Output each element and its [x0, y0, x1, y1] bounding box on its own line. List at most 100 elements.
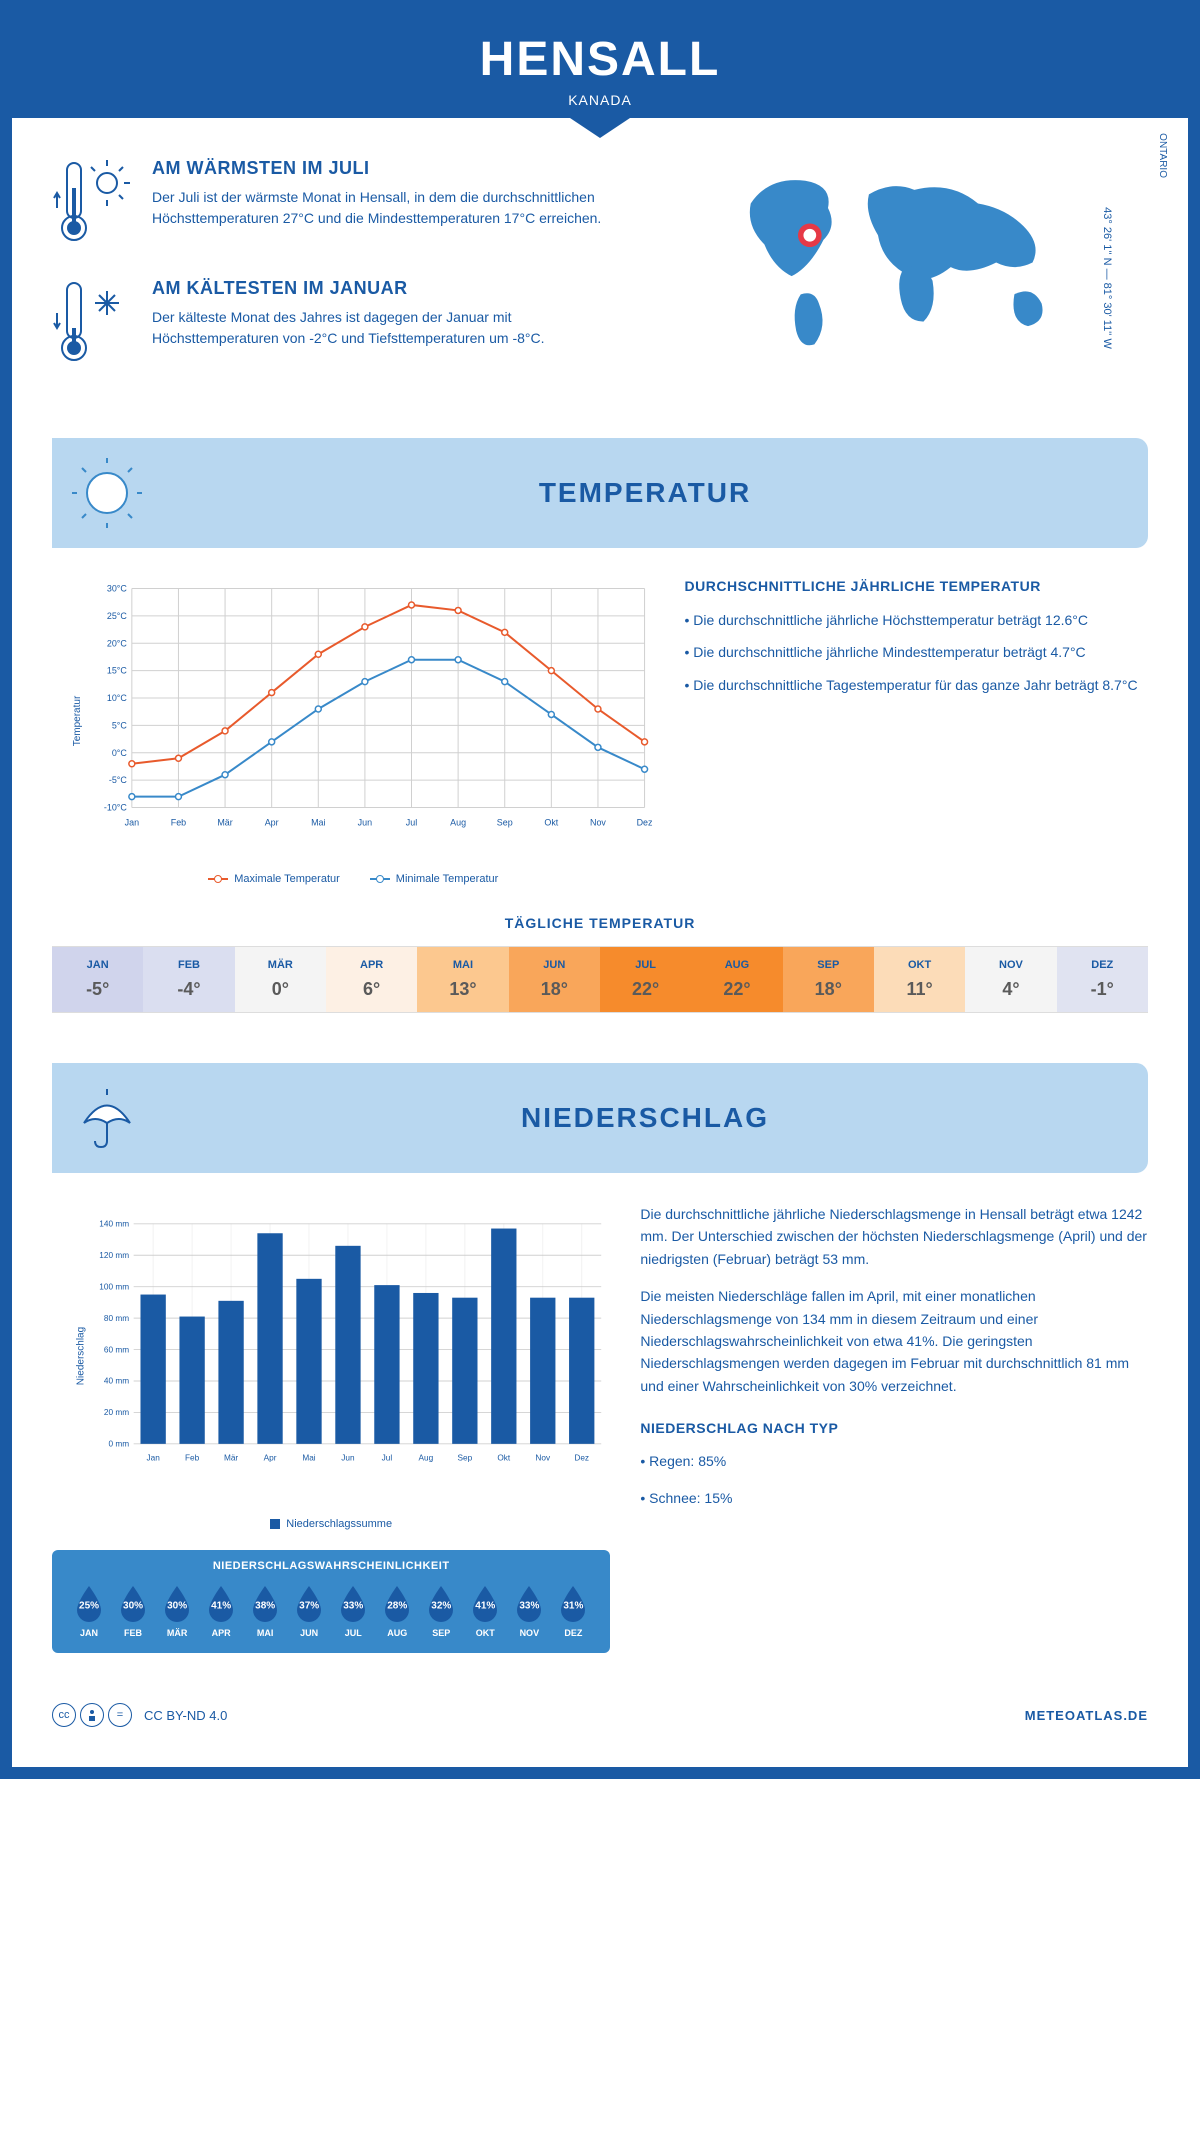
fact-cold-text: Der kälteste Monat des Jahres ist dagege…: [152, 307, 633, 349]
svg-text:140 mm: 140 mm: [99, 1220, 129, 1229]
svg-text:Mär: Mär: [224, 1453, 238, 1462]
svg-text:Jul: Jul: [406, 817, 417, 827]
precip-type-1: • Regen: 85%: [640, 1450, 1148, 1472]
city-title: HENSALL: [12, 32, 1188, 87]
nd-icon: =: [108, 1703, 132, 1727]
legend-max: .lswatch[style*="e85a2c"]::after{border-…: [208, 873, 340, 885]
precip-type-heading: NIEDERSCHLAG NACH TYP: [640, 1417, 1148, 1439]
country-subtitle: KANADA: [12, 92, 1188, 108]
svg-text:Jan: Jan: [146, 1453, 160, 1462]
svg-text:Okt: Okt: [544, 817, 558, 827]
svg-text:Apr: Apr: [265, 817, 279, 827]
fact-coldest: AM KÄLTESTEN IM JANUAR Der kälteste Mona…: [52, 278, 633, 368]
footer: cc = CC BY-ND 4.0 METEOATLAS.DE: [52, 1703, 1148, 1727]
umbrella-icon: [72, 1083, 142, 1153]
temp-chart: Temperatur -10°C-5°C0°C5°C10°C15°C20°C25…: [52, 578, 655, 885]
drop-icon: 33%: [513, 1584, 545, 1624]
drop-icon: 41%: [205, 1584, 237, 1624]
prob-cell: 30%FEB: [111, 1584, 155, 1638]
section-title: TEMPERATUR: [162, 477, 1128, 509]
svg-text:Jul: Jul: [382, 1453, 393, 1462]
svg-text:20°C: 20°C: [107, 638, 128, 648]
svg-text:Okt: Okt: [497, 1453, 511, 1462]
temp-info: DURCHSCHNITTLICHE JÄHRLICHE TEMPERATUR •…: [685, 578, 1148, 885]
svg-text:Mär: Mär: [217, 817, 232, 827]
daily-cell: OKT11°: [874, 947, 965, 1012]
svg-text:5°C: 5°C: [112, 720, 128, 730]
section-header-temp: TEMPERATUR: [52, 438, 1148, 548]
fact-warm-title: AM WÄRMSTEN IM JULI: [152, 158, 633, 179]
svg-text:Apr: Apr: [264, 1453, 277, 1462]
precip-ylabel: Niederschlag: [76, 1326, 87, 1384]
legend-precip: Niederschlagssumme: [270, 1518, 392, 1530]
svg-text:10°C: 10°C: [107, 693, 128, 703]
svg-text:120 mm: 120 mm: [99, 1251, 129, 1260]
drop-icon: 31%: [557, 1584, 589, 1624]
daily-cell: JUN18°: [509, 947, 600, 1012]
daily-cell: APR6°: [326, 947, 417, 1012]
prob-cell: 28%AUG: [375, 1584, 419, 1638]
probability-box: NIEDERSCHLAGSWAHRSCHEINLICHKEIT 25%JAN30…: [52, 1550, 610, 1653]
cc-icon: cc: [52, 1703, 76, 1727]
svg-text:Jan: Jan: [125, 817, 139, 827]
legend-min: .lswatch[style*="3889c9"]::after{border-…: [370, 873, 499, 885]
drop-icon: 38%: [249, 1584, 281, 1624]
intro-facts: AM WÄRMSTEN IM JULI Der Juli ist der wär…: [52, 158, 633, 398]
thermometer-cold-icon: [52, 278, 132, 368]
svg-text:80 mm: 80 mm: [104, 1314, 129, 1323]
svg-text:Nov: Nov: [590, 817, 606, 827]
drop-icon: 37%: [293, 1584, 325, 1624]
cc-license: cc = CC BY-ND 4.0: [52, 1703, 227, 1727]
svg-text:Dez: Dez: [637, 817, 653, 827]
svg-text:0°C: 0°C: [112, 748, 128, 758]
svg-text:Aug: Aug: [450, 817, 466, 827]
section-header-precip: NIEDERSCHLAG: [52, 1063, 1148, 1173]
by-icon: [80, 1703, 104, 1727]
svg-text:Sep: Sep: [497, 817, 513, 827]
daily-cell: AUG22°: [691, 947, 782, 1012]
drop-icon: 30%: [161, 1584, 193, 1624]
license-text: CC BY-ND 4.0: [144, 1708, 227, 1723]
drop-icon: 33%: [337, 1584, 369, 1624]
drop-icon: 30%: [117, 1584, 149, 1624]
daily-cell: JUL22°: [600, 947, 691, 1012]
svg-text:60 mm: 60 mm: [104, 1345, 129, 1354]
precip-p2: Die meisten Niederschläge fallen im Apri…: [640, 1285, 1148, 1397]
svg-text:Nov: Nov: [535, 1453, 551, 1462]
svg-text:40 mm: 40 mm: [104, 1377, 129, 1386]
svg-text:Jun: Jun: [358, 817, 372, 827]
daily-temp-table: JAN-5°FEB-4°MÄR0°APR6°MAI13°JUN18°JUL22°…: [52, 946, 1148, 1013]
map-container: ONTARIO 43° 26' 1'' N — 81° 30' 11'' W: [663, 158, 1148, 398]
intro-section: AM WÄRMSTEN IM JULI Der Juli ist der wär…: [52, 158, 1148, 398]
svg-text:Dez: Dez: [574, 1453, 589, 1462]
daily-cell: SEP18°: [783, 947, 874, 1012]
daily-cell: MAI13°: [417, 947, 508, 1012]
temp-bullet-1: • Die durchschnittliche jährliche Höchst…: [685, 609, 1148, 631]
svg-text:Mai: Mai: [302, 1453, 315, 1462]
prob-cell: 25%JAN: [67, 1584, 111, 1638]
prob-cell: 41%OKT: [463, 1584, 507, 1638]
fact-warmest: AM WÄRMSTEN IM JULI Der Juli ist der wär…: [52, 158, 633, 248]
drop-icon: 28%: [381, 1584, 413, 1624]
svg-text:20 mm: 20 mm: [104, 1408, 129, 1417]
thermometer-hot-icon: [52, 158, 132, 248]
prob-cell: 41%APR: [199, 1584, 243, 1638]
region-label: ONTARIO: [1157, 133, 1168, 178]
svg-text:0 mm: 0 mm: [108, 1440, 129, 1449]
svg-text:-10°C: -10°C: [104, 803, 128, 813]
prob-title: NIEDERSCHLAGSWAHRSCHEINLICHKEIT: [67, 1560, 595, 1572]
brand: METEOATLAS.DE: [1025, 1708, 1148, 1723]
daily-cell: DEZ-1°: [1057, 947, 1148, 1012]
daily-cell: FEB-4°: [143, 947, 234, 1012]
precip-legend: Niederschlagssumme: [52, 1518, 610, 1530]
temp-info-heading: DURCHSCHNITTLICHE JÄHRLICHE TEMPERATUR: [685, 578, 1148, 594]
page: HENSALL KANADA AM WÄRMSTEN IM JULI Der J…: [0, 0, 1200, 1779]
svg-text:25°C: 25°C: [107, 611, 128, 621]
temp-ylabel: Temperatur: [72, 695, 83, 746]
prob-cell: 30%MÄR: [155, 1584, 199, 1638]
svg-text:100 mm: 100 mm: [99, 1282, 129, 1291]
svg-text:Mai: Mai: [311, 817, 325, 827]
drop-icon: 41%: [469, 1584, 501, 1624]
prob-cell: 33%NOV: [507, 1584, 551, 1638]
temp-row: Temperatur -10°C-5°C0°C5°C10°C15°C20°C25…: [52, 578, 1148, 885]
